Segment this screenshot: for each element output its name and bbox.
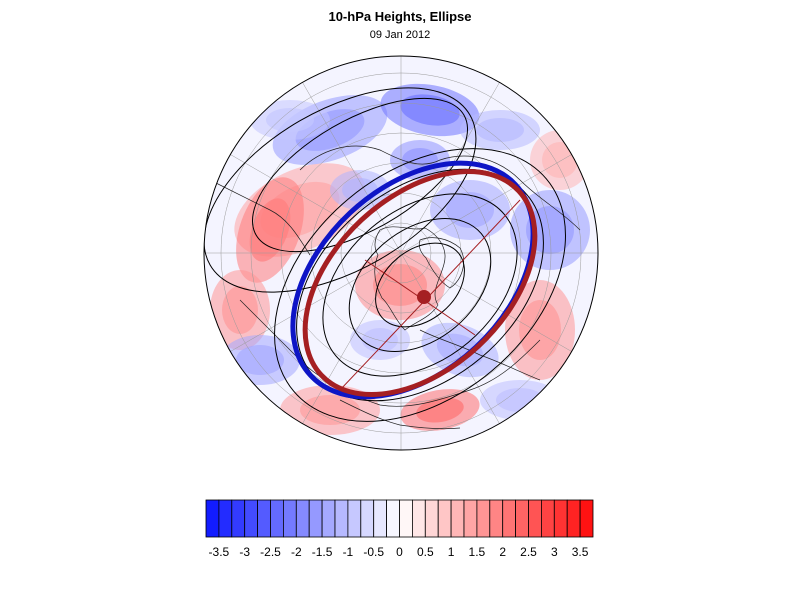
colorbar-bin — [489, 499, 504, 538]
colorbar-tick-label: -0.5 — [363, 545, 384, 559]
colorbar-tick-label: 2.5 — [520, 545, 537, 559]
colorbar-tick-label: -3 — [239, 545, 250, 559]
vortex-center-marker — [417, 290, 431, 304]
colorbar-bin — [373, 499, 388, 538]
colorbar-bin — [463, 499, 478, 538]
globe-outline — [203, 55, 599, 451]
colorbar-bin — [360, 499, 375, 538]
colorbar-tick-label: -2 — [291, 545, 302, 559]
colorbar-bin — [270, 499, 284, 538]
coastline-pacific — [339, 329, 541, 430]
colorbar-tick-label: 0 — [396, 545, 403, 559]
colorbar-bin — [502, 499, 517, 538]
colorbar-tick-label: 0.5 — [417, 545, 434, 559]
graticule — [204, 56, 598, 450]
colorbar-tick-label: 2 — [499, 545, 506, 559]
colorbar-bin — [424, 499, 439, 538]
colorbar-bin — [321, 499, 336, 538]
colorbar-bin — [515, 499, 529, 538]
colorbar-bin — [218, 499, 233, 538]
vortex-ellipses — [290, 160, 538, 400]
colorbar-bin — [437, 499, 452, 538]
coastlines — [209, 145, 581, 430]
colorbar-bin — [399, 499, 413, 538]
colorbar-tick-label: -1 — [343, 545, 354, 559]
colorbar-bin — [295, 499, 310, 538]
colorbar-bin — [566, 499, 581, 538]
colorbar-tick-label: -1.5 — [312, 545, 333, 559]
map-title: 10-hPa Heights, Ellipse — [328, 9, 472, 24]
coastline-asia — [239, 299, 541, 407]
colorbar-bin — [308, 499, 323, 538]
colorbar-bin — [411, 499, 426, 538]
colorbar-tick-label: -2.5 — [260, 545, 281, 559]
coastline-europe — [374, 226, 446, 331]
coastline-north-america — [209, 145, 581, 256]
colorbar-bin — [244, 499, 258, 538]
colorbar-bin — [257, 499, 271, 538]
colorbar-bin — [205, 499, 220, 538]
map-date: 09 Jan 2012 — [369, 29, 431, 41]
colorbar-tick-label: -3.5 — [209, 545, 230, 559]
colorbar-bin — [579, 499, 594, 538]
colorbar-bin — [282, 499, 297, 538]
colorbar-tick-label: 1 — [448, 545, 455, 559]
colorbar-bin — [528, 499, 542, 538]
colorbar-bin — [347, 499, 362, 538]
ellipse-red — [302, 168, 538, 398]
colorbar-tick-label: 3 — [551, 545, 558, 559]
colorbar-bin — [541, 499, 555, 538]
colorbar-bin — [476, 499, 491, 538]
colorbar-bin — [231, 499, 246, 538]
coastline-greenland — [418, 237, 464, 289]
colorbar-tick-label: 3.5 — [572, 545, 589, 559]
colorbar-tick-label: 1.5 — [469, 545, 486, 559]
colorbar-bin — [334, 499, 349, 538]
colorbar-bin — [450, 499, 465, 538]
colorbar-bin — [386, 499, 400, 538]
colorbar-bin — [553, 499, 568, 538]
